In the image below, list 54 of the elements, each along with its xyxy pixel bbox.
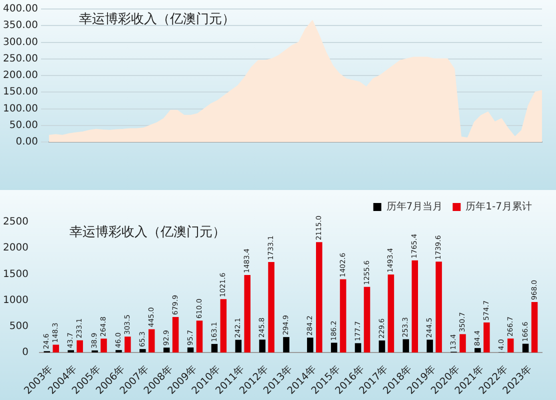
bar: [522, 344, 529, 352]
bar: [220, 299, 227, 352]
bar: [211, 344, 218, 352]
y-tick-label: 150.00: [2, 86, 38, 98]
bar: [507, 338, 514, 352]
y-tick-label: 0.00: [16, 136, 38, 148]
bar: [140, 349, 146, 352]
y-tick-label: 100.00: [2, 103, 38, 114]
legend-label: 历年1-7月累计: [466, 200, 532, 213]
bar: [460, 334, 466, 352]
bar: [307, 338, 314, 352]
bar: [436, 262, 442, 352]
y-tick-label: 2000: [2, 242, 28, 254]
y-tick-label: 1000: [2, 294, 28, 306]
y-tick-label: 200.00: [2, 70, 38, 82]
bar: [163, 348, 170, 352]
bar: [378, 340, 386, 352]
y-tick-label: 250.00: [2, 53, 38, 64]
y-tick-label: 2500: [2, 216, 28, 228]
bar: [283, 337, 290, 352]
y-tick-label: 1500: [2, 268, 28, 280]
legend-label: 历年7月当月: [386, 200, 443, 213]
bar: [52, 344, 60, 352]
bar: [330, 342, 338, 352]
y-tick-label: 50.00: [9, 120, 38, 131]
bar: [412, 260, 418, 352]
bar: [187, 347, 194, 352]
y-tick-label: 300.00: [2, 36, 38, 48]
bar: [196, 320, 203, 352]
bar: [148, 329, 155, 352]
y-tick-label: 400.00: [2, 4, 38, 15]
bar: [354, 343, 362, 352]
bar: [100, 338, 107, 352]
bar: [316, 242, 322, 352]
y-tick-label: 0: [22, 347, 28, 358]
bar: [531, 302, 538, 352]
bar: [484, 322, 490, 352]
bar: [340, 279, 346, 352]
bar: [474, 348, 481, 352]
bar: [172, 316, 179, 352]
bar: [388, 274, 394, 352]
bar: [364, 286, 370, 352]
bar: [259, 340, 266, 352]
bar: [124, 336, 131, 352]
bar: [235, 340, 242, 352]
bar: [402, 339, 410, 352]
bar: [76, 340, 83, 352]
bar: [244, 275, 250, 352]
y-tick-label: 500: [9, 320, 28, 332]
chart-title: 幸运博彩收入（亿澳门元）: [78, 10, 235, 27]
y-tick-label: 350.00: [2, 20, 38, 32]
bar: [426, 340, 433, 352]
bar: [268, 262, 274, 352]
chart-title: 幸运博彩收入（亿澳门元）: [69, 224, 226, 240]
